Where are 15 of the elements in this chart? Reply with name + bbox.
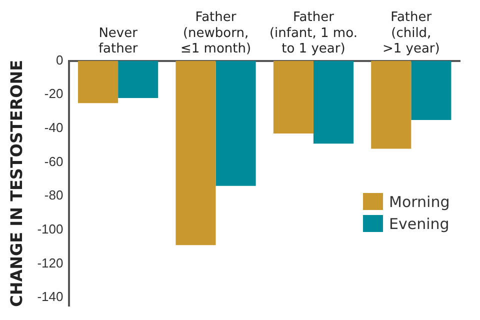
y-tick-label: -40 — [44, 120, 64, 136]
y-tick-label: 0 — [56, 52, 64, 68]
y-tick-label: -20 — [44, 86, 64, 102]
y-axis-title: CHANGE IN TESTOSTERONE — [6, 60, 26, 307]
x-tick-label: Father (infant, 1 mo. to 1 year) — [269, 10, 358, 56]
y-tick-label: -60 — [44, 154, 64, 169]
legend-label: Morning — [389, 192, 450, 211]
y-tick-label: -120 — [37, 255, 64, 270]
x-tick-label: Father (child, >1 year) — [382, 10, 440, 56]
legend-label: Evening — [389, 214, 450, 233]
y-tick-label: -80 — [44, 188, 64, 203]
y-tick-label: -100 — [37, 221, 64, 236]
x-tick-label: Father (newborn, ≤1 month) — [180, 10, 252, 56]
y-tick-label: -140 — [37, 289, 64, 304]
x-tick-label: Never father — [98, 26, 138, 56]
